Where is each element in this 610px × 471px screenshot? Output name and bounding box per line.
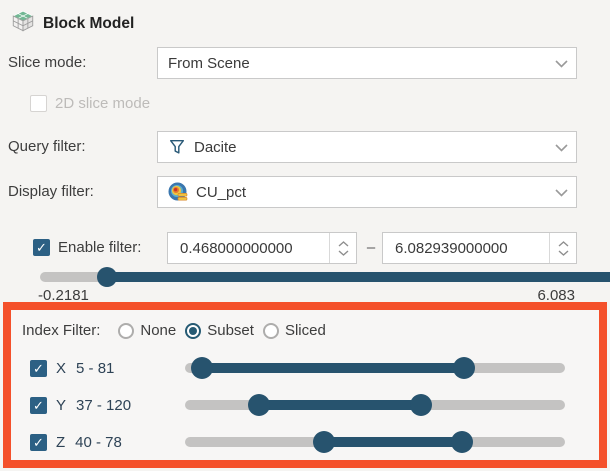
slider-upper-handle[interactable]	[453, 357, 476, 379]
slider-upper-handle[interactable]	[409, 394, 432, 416]
axis-y-slider[interactable]	[185, 394, 565, 416]
slice-2d-row: ✓ 2D slice mode	[30, 95, 150, 112]
filter-min-spinbox	[167, 232, 357, 264]
spinner-buttons[interactable]	[329, 233, 356, 263]
funnel-icon	[168, 138, 186, 156]
radio-sliced-label: Sliced	[284, 322, 326, 339]
axis-z-checkbox[interactable]: ✓	[30, 433, 47, 451]
filter-min-input[interactable]	[168, 233, 329, 263]
radio-circle-icon	[118, 322, 135, 339]
axis-z-range: 40 - 78	[75, 433, 122, 451]
spin-up-icon	[558, 240, 568, 247]
range-max-label: 6.083	[537, 287, 575, 304]
slider-fill	[259, 400, 421, 410]
slice-2d-label: 2D slice mode	[55, 95, 151, 112]
highlight-box: Index Filter: None Subset Sliced ✓ X 5 -	[3, 302, 607, 468]
query-filter-dropdown[interactable]: Dacite	[157, 131, 577, 163]
slider-lower-handle[interactable]	[248, 394, 271, 416]
radio-sliced[interactable]: Sliced	[262, 322, 326, 339]
spinner-buttons[interactable]	[549, 233, 576, 263]
index-filter-row: Index Filter: None Subset Sliced	[22, 322, 326, 339]
range-dash: –	[366, 239, 376, 256]
chevron-down-icon	[555, 187, 568, 198]
slice-mode-value: From Scene	[168, 54, 250, 72]
enable-filter-label: Enable filter:	[58, 239, 142, 256]
index-filter-label: Index Filter:	[22, 322, 101, 339]
filter-max-spinbox	[382, 232, 577, 264]
axis-row-y: ✓ Y 37 - 120	[11, 392, 599, 418]
axis-x-slider[interactable]	[185, 357, 565, 379]
slider-lower-handle[interactable]	[97, 267, 118, 287]
slice-mode-label: Slice mode:	[8, 54, 87, 71]
chevron-down-icon	[555, 58, 568, 69]
display-filter-value: CU_pct	[196, 183, 247, 201]
enable-filter-checkbox[interactable]: ✓	[33, 239, 50, 256]
slice-mode-dropdown[interactable]: From Scene	[157, 47, 577, 79]
query-filter-label: Query filter:	[8, 138, 86, 155]
axis-row-z: ✓ Z 40 - 78	[11, 429, 599, 455]
slider-fill	[107, 272, 610, 282]
spin-down-icon	[558, 249, 568, 256]
chevron-down-icon	[555, 142, 568, 153]
spin-up-icon	[338, 240, 348, 247]
radio-circle-icon	[262, 322, 279, 339]
axis-x-label: X	[56, 359, 67, 377]
slider-lower-handle[interactable]	[312, 431, 335, 453]
panel-title: Block Model	[43, 15, 135, 32]
axis-z-slider[interactable]	[185, 431, 565, 453]
slider-fill	[323, 437, 463, 447]
display-filter-label: Display filter:	[8, 183, 94, 200]
slice-2d-checkbox: ✓	[30, 95, 47, 112]
axis-y-label: Y	[56, 396, 67, 414]
axis-x-checkbox[interactable]: ✓	[30, 359, 47, 377]
slider-upper-handle[interactable]	[451, 431, 474, 453]
index-filter-radio-group: None Subset Sliced	[118, 322, 326, 339]
axis-y-checkbox[interactable]: ✓	[30, 396, 47, 414]
range-min-label: -0.2181	[38, 287, 89, 304]
radio-none-label: None	[140, 322, 177, 339]
axis-z-label: Z	[56, 433, 66, 451]
display-filter-dropdown[interactable]: CU_pct	[157, 176, 577, 208]
panel-header: Block Model	[10, 9, 134, 39]
radio-subset-label: Subset	[207, 322, 254, 339]
filter-max-input[interactable]	[383, 233, 549, 263]
radio-circle-icon	[185, 322, 202, 339]
colormap-icon	[168, 182, 188, 202]
radio-none[interactable]: None	[118, 322, 176, 339]
axis-y-range: 37 - 120	[76, 396, 132, 414]
slider-fill	[202, 363, 465, 373]
block-model-icon	[10, 9, 36, 39]
axis-x-range: 5 - 81	[76, 359, 115, 377]
filter-range-slider[interactable]	[40, 266, 610, 288]
slider-lower-handle[interactable]	[191, 357, 214, 379]
query-filter-value: Dacite	[194, 138, 237, 156]
spin-down-icon	[338, 249, 348, 256]
enable-filter-row: ✓ Enable filter:	[33, 239, 141, 256]
slider-range-labels: -0.2181 6.083	[38, 287, 575, 304]
axis-row-x: ✓ X 5 - 81	[11, 355, 599, 381]
radio-subset[interactable]: Subset	[185, 322, 254, 339]
